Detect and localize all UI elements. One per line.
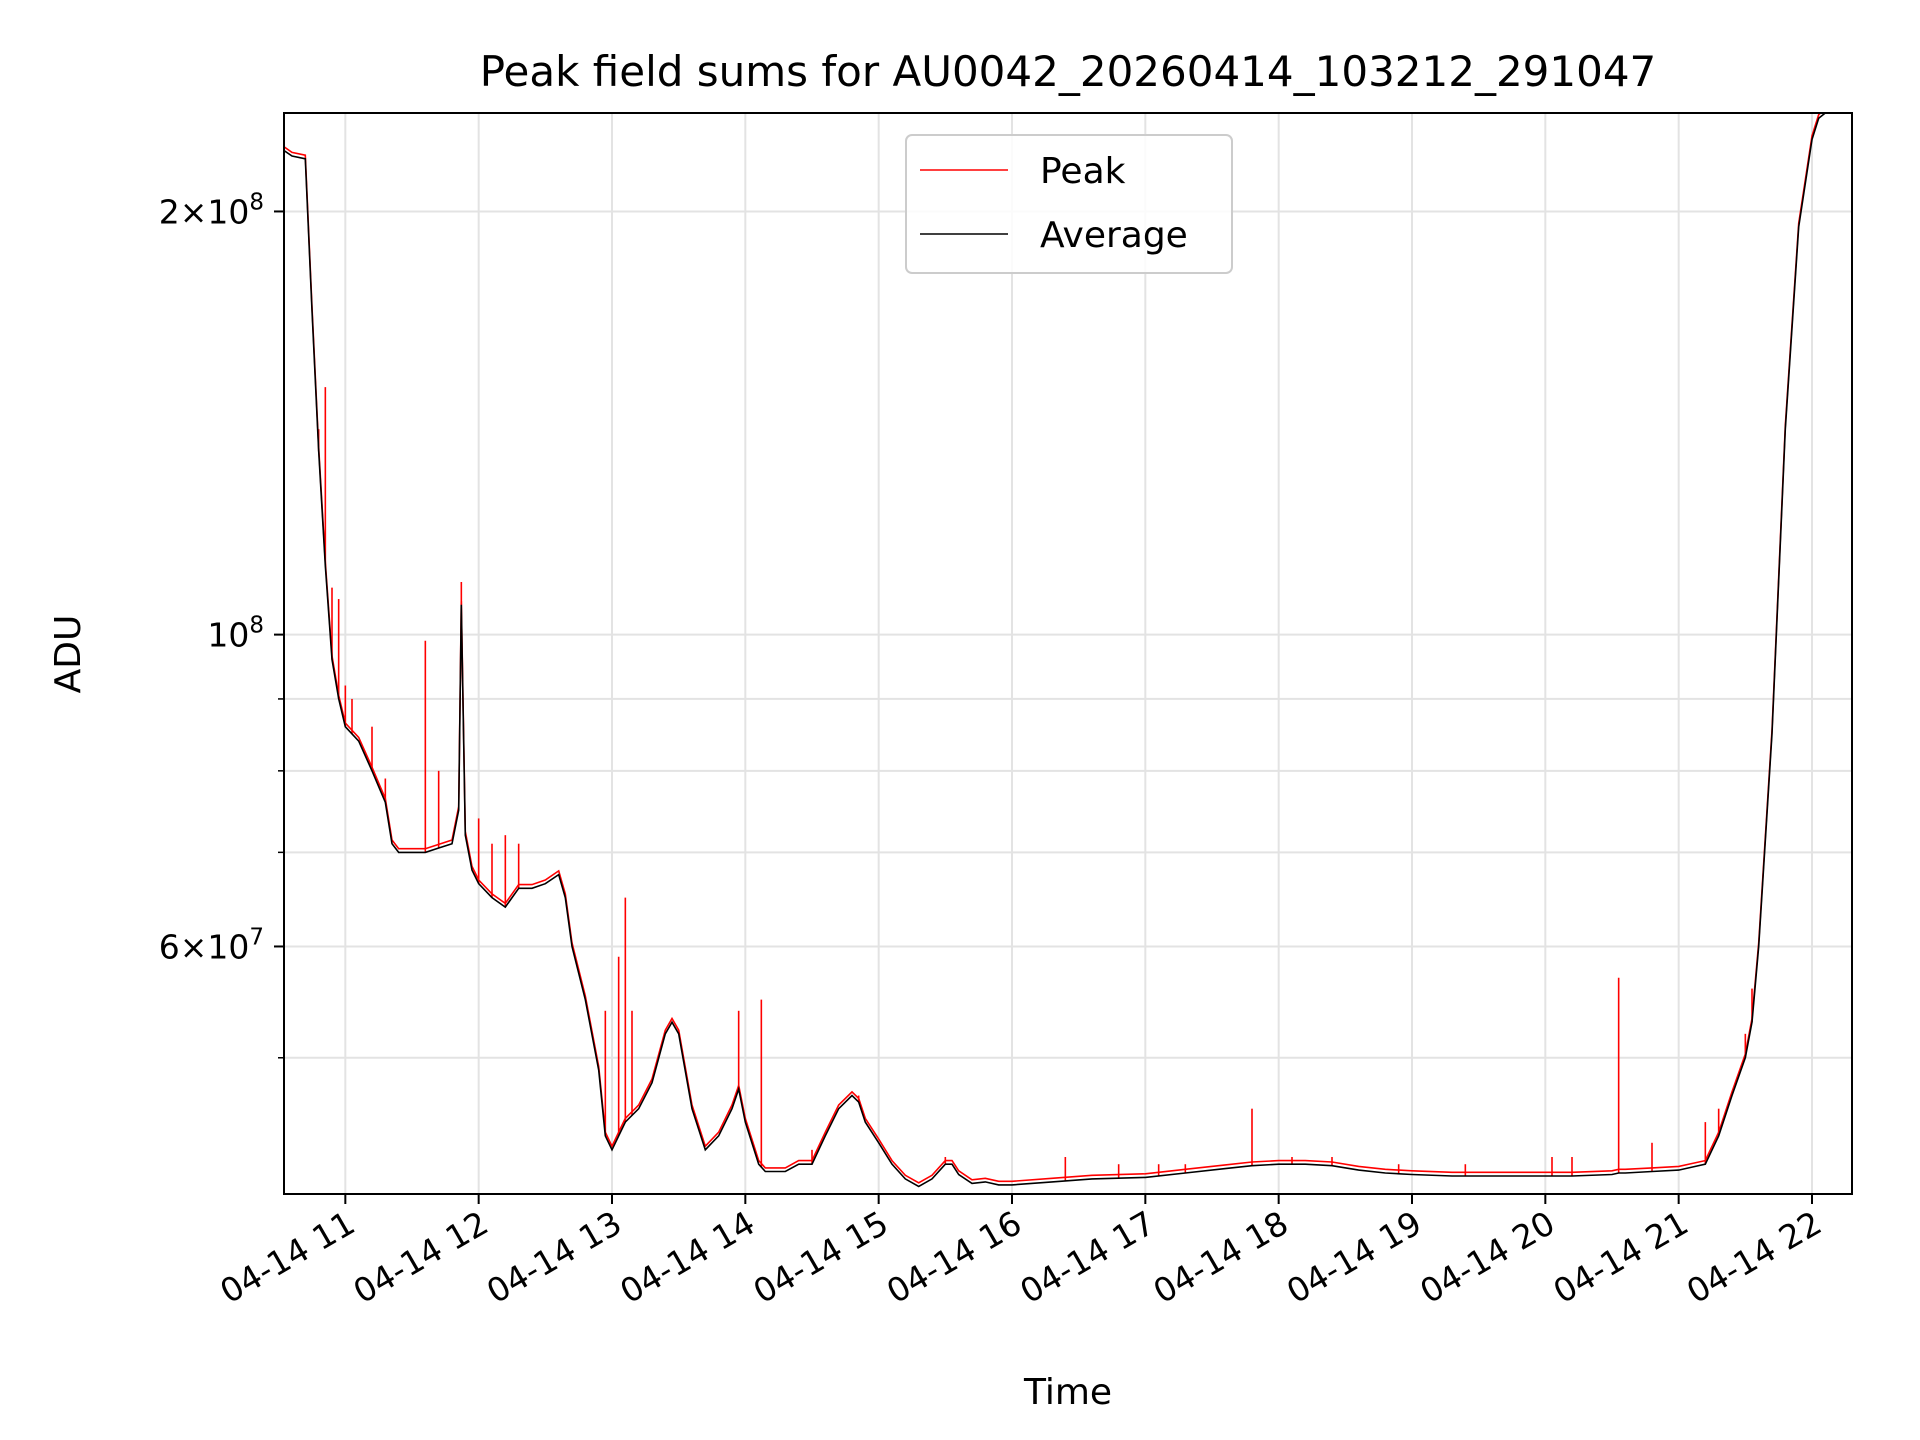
- axes-frame: [283, 112, 1853, 1195]
- legend: Peak Average: [905, 134, 1233, 274]
- plot-area: [284, 113, 1834, 1188]
- x-axis-label: Time: [1023, 1372, 1112, 1413]
- legend-label-average: Average: [1040, 215, 1188, 256]
- series-group: [284, 113, 1834, 1188]
- legend-label-peak: Peak: [1040, 151, 1126, 192]
- y-tick-label: 108: [207, 613, 264, 655]
- average-series-line: [284, 113, 1834, 1188]
- grid: [284, 113, 1852, 1194]
- y-axis-label: ADU: [48, 615, 89, 694]
- y-axis: 2×108 108 6×107: [159, 189, 284, 1059]
- y-tick-label: 2×108: [159, 189, 264, 231]
- chart-title: Peak field sums for AU0042_20260414_1032…: [480, 47, 1657, 96]
- y-tick-label: 6×107: [159, 924, 264, 966]
